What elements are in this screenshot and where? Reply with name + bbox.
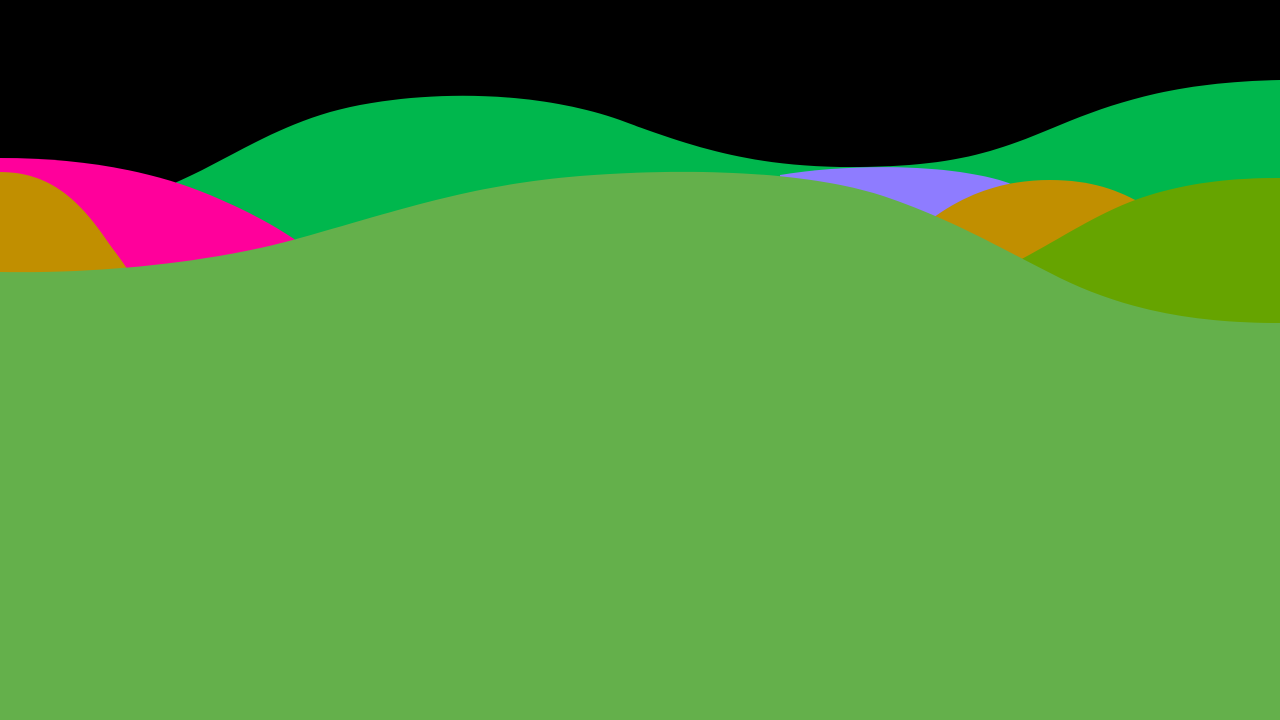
foreground-green-hill bbox=[0, 171, 1280, 720]
